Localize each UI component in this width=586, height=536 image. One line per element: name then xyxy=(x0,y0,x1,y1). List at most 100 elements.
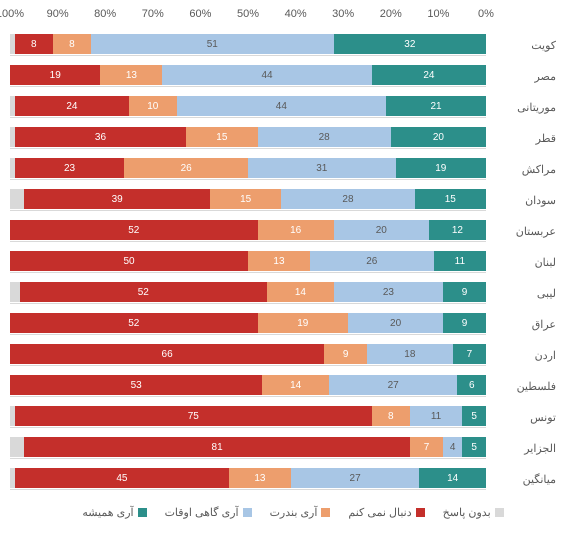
row-label: الجزایر xyxy=(486,442,558,455)
bar-segment-always: 5 xyxy=(462,437,486,457)
table-row: 9231452لیبی xyxy=(10,280,576,306)
table-row: 11261350لبنان xyxy=(10,249,576,275)
table-row: 9201952عراق xyxy=(10,311,576,337)
row-label: مصر xyxy=(486,70,558,83)
chart-rows: 325188کویت24441319مصر21441024موریتانی202… xyxy=(10,32,576,492)
stacked-bar-chart: 100%90%80%70%60%50%40%30%20%10%0% 325188… xyxy=(0,0,586,536)
legend-label: آری همیشه xyxy=(82,506,133,519)
legend: آری همیشه آری گاهی اوقات آری بندرت دنبال نم… xyxy=(10,506,576,519)
legend-swatch xyxy=(243,508,252,517)
bar: 9231452 xyxy=(10,282,486,304)
row-label: عربستان xyxy=(486,225,558,238)
bar-segment-never: 52 xyxy=(20,282,268,302)
table-row: 24441319مصر xyxy=(10,63,576,89)
table-row: 19312623مراكش xyxy=(10,156,576,182)
bar-segment-often: 26 xyxy=(310,251,434,271)
bar-segment-rarely: 10 xyxy=(129,96,177,116)
bar-segment-rarely: 9 xyxy=(324,344,367,364)
bar-segment-often: 28 xyxy=(258,127,391,147)
bar: 15281539 xyxy=(10,189,486,211)
row-label: میانگین xyxy=(486,473,558,486)
bar-segment-never: 24 xyxy=(15,96,129,116)
bar-segment-often: 44 xyxy=(162,65,371,85)
legend-label: دنبال نمی کنم xyxy=(348,506,411,519)
bar-segment-always: 20 xyxy=(391,127,486,147)
bar-segment-rarely: 13 xyxy=(229,468,291,488)
bar-segment-rarely: 7 xyxy=(410,437,443,457)
bar-segment-never: 23 xyxy=(15,158,124,178)
axis-tick: 40% xyxy=(285,8,307,20)
table-row: 12201652عربستان xyxy=(10,218,576,244)
legend-item: آری بندرت xyxy=(270,506,331,519)
legend-item: آری همیشه xyxy=(82,506,146,519)
bar-segment-never: 81 xyxy=(24,437,410,457)
row-label: قطر xyxy=(486,132,558,145)
bar-segment-never: 19 xyxy=(10,65,100,85)
bar-segment-often: 28 xyxy=(281,189,414,209)
bar: 511875 xyxy=(10,406,486,428)
legend-swatch xyxy=(138,508,147,517)
bar: 21441024 xyxy=(10,96,486,118)
table-row: 15281539سودان xyxy=(10,187,576,213)
bar-segment-rarely: 15 xyxy=(210,189,281,209)
bar: 718966 xyxy=(10,344,486,366)
table-row: 325188کویت xyxy=(10,32,576,58)
table-row: 718966اردن xyxy=(10,342,576,368)
legend-swatch xyxy=(416,508,425,517)
bar-segment-never: 39 xyxy=(24,189,210,209)
bar-segment-never: 66 xyxy=(10,344,324,364)
bar-segment-noresp xyxy=(10,189,24,209)
row-label: فلسطین xyxy=(486,380,558,393)
bar-segment-always: 11 xyxy=(434,251,486,271)
bar-segment-often: 4 xyxy=(443,437,462,457)
bar-segment-never: 8 xyxy=(15,34,53,54)
axis-tick: 70% xyxy=(142,8,164,20)
axis-tick: 10% xyxy=(427,8,449,20)
row-label: مراكش xyxy=(486,163,558,176)
bar: 11261350 xyxy=(10,251,486,273)
bar-segment-always: 21 xyxy=(386,96,486,116)
bar-segment-noresp xyxy=(10,282,20,302)
bar-segment-often: 31 xyxy=(248,158,396,178)
bar: 19312623 xyxy=(10,158,486,180)
bar-segment-never: 52 xyxy=(10,313,258,333)
bar-segment-rarely: 16 xyxy=(258,220,334,240)
bar-segment-often: 23 xyxy=(334,282,443,302)
bar-segment-rarely: 13 xyxy=(248,251,310,271)
bar: 325188 xyxy=(10,34,486,56)
axis-tick: 90% xyxy=(47,8,69,20)
bar-segment-never: 45 xyxy=(15,468,229,488)
legend-label: بدون پاسخ xyxy=(443,506,491,519)
bar-segment-always: 5 xyxy=(462,406,486,426)
bar-segment-always: 24 xyxy=(372,65,486,85)
bar: 9201952 xyxy=(10,313,486,335)
axis-tick: 50% xyxy=(237,8,259,20)
bar-segment-often: 18 xyxy=(367,344,453,364)
bar-segment-always: 15 xyxy=(415,189,486,209)
axis-tick: 100% xyxy=(0,8,24,20)
legend-item: دنبال نمی کنم xyxy=(348,506,424,519)
table-row: 21441024موریتانی xyxy=(10,94,576,120)
legend-swatch xyxy=(495,508,504,517)
row-label: لبنان xyxy=(486,256,558,269)
bar-segment-rarely: 26 xyxy=(124,158,248,178)
bar-segment-rarely: 13 xyxy=(100,65,162,85)
legend-label: آری گاهی اوقات xyxy=(165,506,239,519)
axis-tick: 20% xyxy=(380,8,402,20)
bar-segment-never: 75 xyxy=(15,406,372,426)
bar: 24441319 xyxy=(10,65,486,87)
bar-segment-often: 27 xyxy=(291,468,420,488)
row-label: اردن xyxy=(486,349,558,362)
bar-segment-always: 32 xyxy=(334,34,486,54)
table-row: 14271345میانگین xyxy=(10,466,576,492)
row-label: کویت xyxy=(486,39,558,52)
bar-segment-always: 6 xyxy=(457,375,486,395)
bar-segment-rarely: 8 xyxy=(53,34,91,54)
x-axis: 100%90%80%70%60%50%40%30%20%10%0% xyxy=(10,8,576,32)
bar-segment-always: 9 xyxy=(443,313,486,333)
legend-item: بدون پاسخ xyxy=(443,506,504,519)
bar-segment-rarely: 15 xyxy=(186,127,257,147)
bar-segment-rarely: 19 xyxy=(258,313,348,333)
bar: 20281536 xyxy=(10,127,486,149)
legend-item: آری گاهی اوقات xyxy=(165,506,252,519)
